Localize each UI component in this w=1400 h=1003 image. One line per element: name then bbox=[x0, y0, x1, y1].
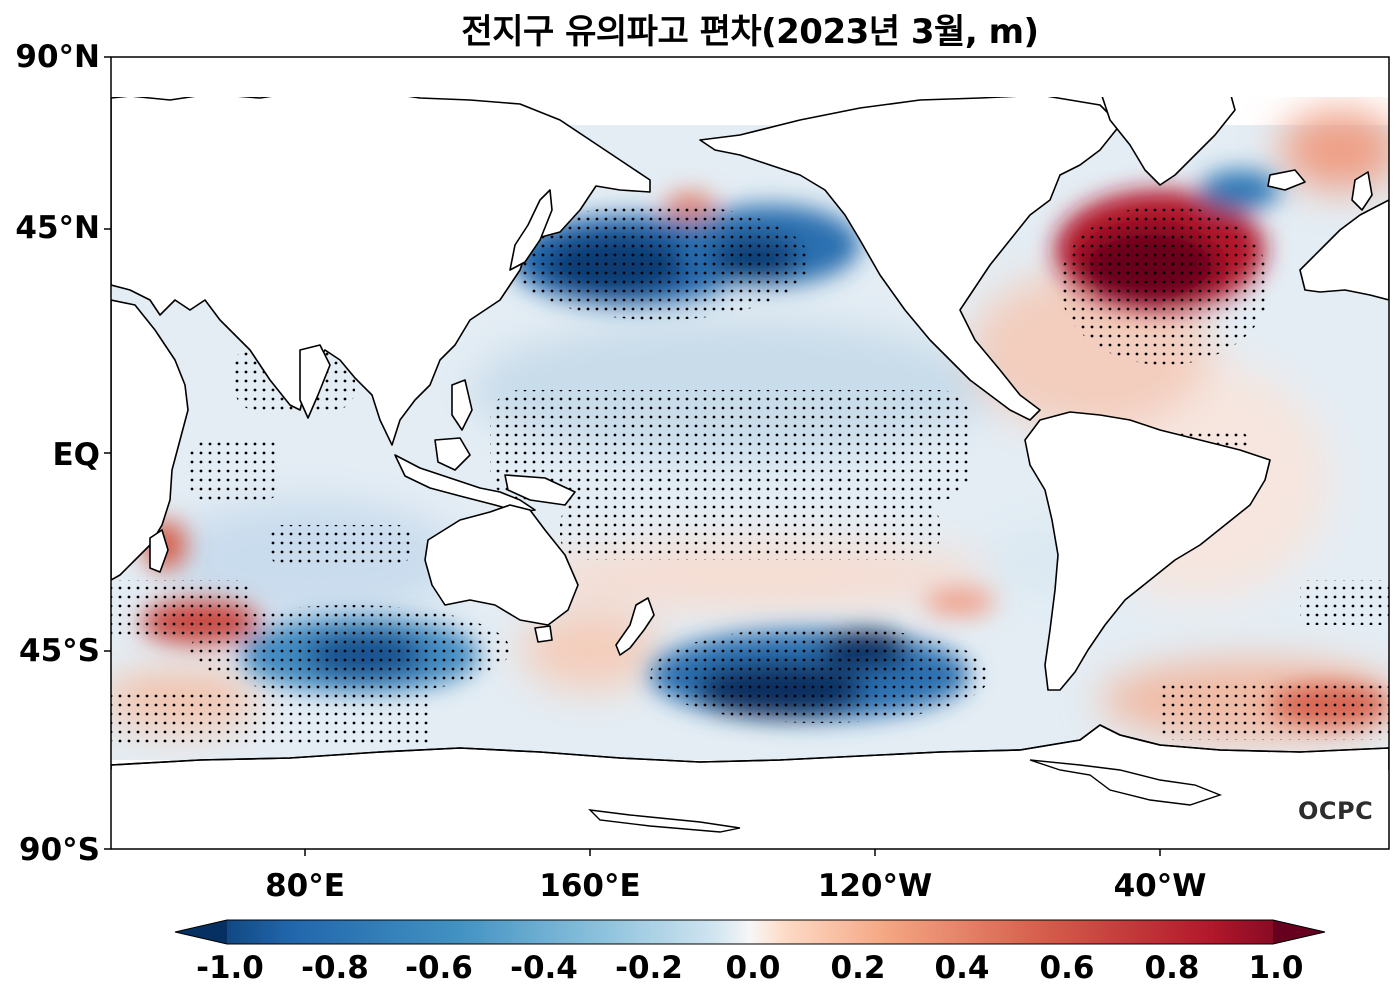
landmass-africa bbox=[111, 299, 189, 581]
landmass-borneo bbox=[434, 437, 471, 471]
colorbar bbox=[174, 919, 1326, 945]
lon-label-160e: 160°E bbox=[539, 868, 641, 904]
lon-label-40w: 40°W bbox=[1113, 868, 1207, 904]
lat-label-eq: EQ bbox=[52, 437, 100, 473]
colorbar-tick-label: 0.4 bbox=[934, 950, 990, 986]
colorbar-tick-label: -1.0 bbox=[196, 950, 264, 986]
ross-ice-shelf bbox=[588, 809, 741, 833]
antarctic-coastline bbox=[111, 724, 1389, 766]
landmass-madagascar bbox=[149, 529, 169, 573]
colorbar-tick-label: 0.6 bbox=[1039, 950, 1095, 986]
landmass-europe bbox=[1299, 199, 1389, 301]
lat-label-45n: 45°N bbox=[15, 210, 100, 246]
colorbar-tick-label: 1.0 bbox=[1248, 950, 1304, 986]
landmass-india bbox=[299, 344, 331, 419]
landmass-new-guinea bbox=[504, 474, 576, 506]
landmass-tasmania bbox=[534, 625, 553, 643]
colorbar-tick-label: -0.2 bbox=[615, 950, 683, 986]
colorbar-tick-label: 0.2 bbox=[830, 950, 886, 986]
lon-label-80e: 80°E bbox=[265, 868, 345, 904]
weddell-coast bbox=[1029, 759, 1223, 806]
landmass-iceland bbox=[1267, 169, 1306, 191]
landmass-indonesia bbox=[394, 454, 536, 513]
landmass-eurasia bbox=[111, 91, 651, 446]
colorbar-tick-label: -0.8 bbox=[301, 950, 369, 986]
landmass-uk bbox=[1351, 171, 1373, 211]
lat-label-90n: 90°N bbox=[15, 39, 100, 75]
lat-label-90s: 90°S bbox=[19, 832, 100, 868]
colorbar-tick-label: -0.6 bbox=[405, 950, 473, 986]
landmass-new-zealand bbox=[615, 597, 655, 656]
landmass-philippines bbox=[451, 379, 473, 431]
landmass-south-america bbox=[1024, 411, 1271, 691]
landmass-australia bbox=[424, 504, 579, 626]
colorbar-tick-label: 0.0 bbox=[725, 950, 781, 986]
map-title: 전지구 유의파고 편차(2023년 3월, m) bbox=[461, 12, 1039, 52]
lon-label-120w: 120°W bbox=[817, 868, 933, 904]
landmass-japan bbox=[509, 189, 553, 271]
colorbar-tick-label: -0.4 bbox=[510, 950, 578, 986]
axis-ticks bbox=[104, 56, 1161, 856]
ocpc-logo: OCPC bbox=[1298, 797, 1374, 825]
colorbar-tick-label: 0.8 bbox=[1144, 950, 1200, 986]
lat-label-45s: 45°S bbox=[19, 633, 100, 669]
